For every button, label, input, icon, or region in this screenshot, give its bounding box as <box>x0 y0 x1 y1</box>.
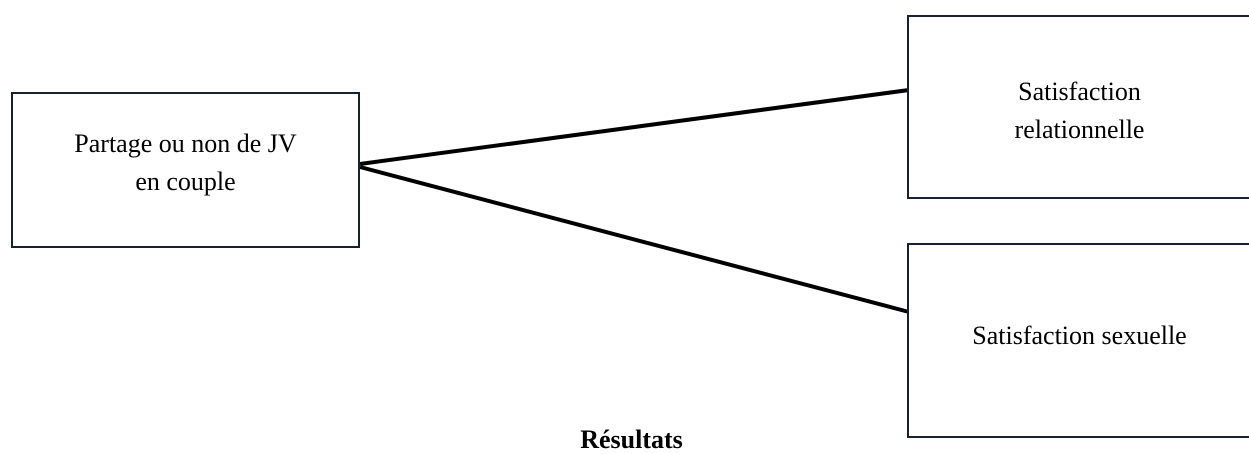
results-caption: Résultats <box>580 425 683 454</box>
target-node-sexual-box: Satisfaction sexuelle <box>907 243 1249 438</box>
target-node-relational-box: Satisfaction relationnelle <box>907 15 1249 199</box>
connector-to-sexual <box>359 165 910 314</box>
target-node-relational-label: Satisfaction relationnelle <box>1014 77 1145 144</box>
source-node-label: Partage ou non de JV en couple <box>74 129 297 196</box>
connector-to-relational <box>359 88 910 166</box>
source-node-box: Partage ou non de JV en couple <box>11 92 360 248</box>
target-node-sexual-label: Satisfaction sexuelle <box>972 320 1187 350</box>
